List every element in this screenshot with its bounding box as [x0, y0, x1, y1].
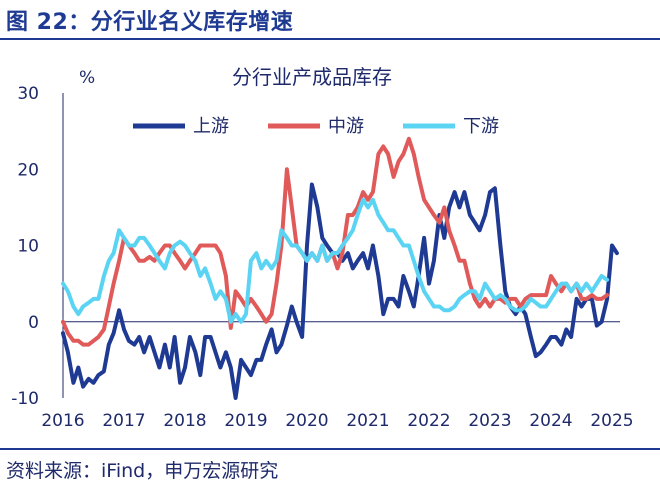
legend-label: 中游 [328, 116, 364, 137]
x-tick-label: 2017 [102, 411, 145, 431]
figure-source: 资料来源：iFind，申万宏源研究 [6, 460, 279, 482]
line-chart: 30 20 10 0 -10% 2016 2017 2018 2019 2020 2021 2022 2… [11, 65, 633, 431]
figure-title: 图 22：分行业名义库存增速 [6, 10, 294, 35]
y-tick-label: -10 [11, 389, 39, 409]
legend-label: 上游 [193, 116, 229, 137]
x-tick-label: 2019 [224, 411, 267, 431]
y-tick-label: 20 [17, 160, 39, 180]
x-tick-label: 2024 [529, 411, 572, 431]
x-tick-label: 2023 [468, 411, 511, 431]
x-tick-label: 2020 [285, 411, 328, 431]
chart-title: 分行业产成品库存 [232, 65, 392, 89]
series-line [61, 197, 610, 324]
x-tick-label: 2021 [346, 411, 389, 431]
figure-header: 图 22：分行业名义库存增速 [0, 0, 660, 40]
x-tick-label: 2022 [407, 411, 450, 431]
y-tick-label: 30 [17, 84, 39, 104]
x-tick-label: 2018 [163, 411, 206, 431]
series-line [61, 136, 610, 347]
series-line [61, 182, 619, 400]
x-tick-label: 2016 [41, 411, 84, 431]
y-axis-unit: % [79, 68, 95, 88]
header-rule [0, 38, 660, 40]
footer-rule [0, 448, 660, 450]
x-tick-label: 2025 [590, 411, 633, 431]
y-tick-label: 0 [28, 313, 39, 333]
y-tick-label: 10 [17, 237, 39, 257]
legend-label: 下游 [463, 116, 499, 137]
